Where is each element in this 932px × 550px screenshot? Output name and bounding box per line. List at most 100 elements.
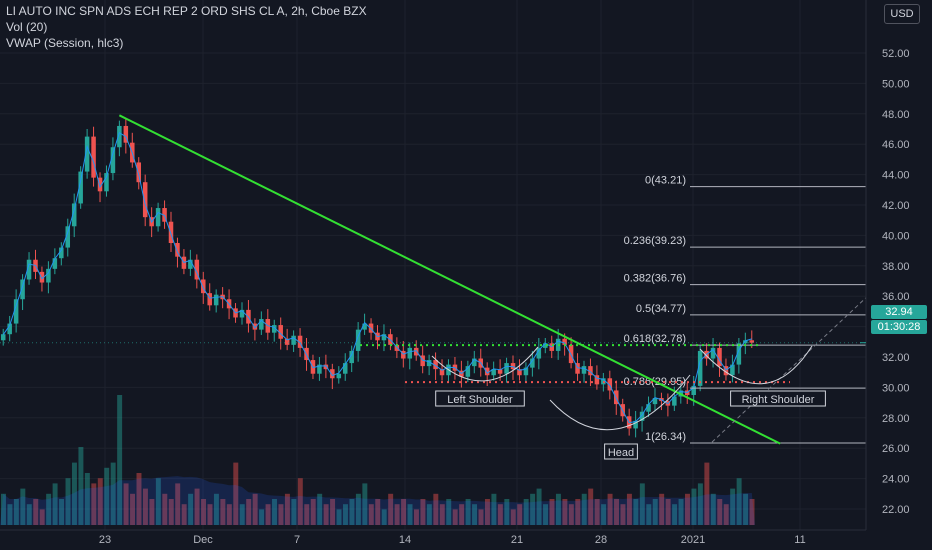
volume-bar — [484, 499, 490, 525]
volume-bar — [104, 467, 110, 525]
volume-bar — [59, 499, 65, 525]
volume-bar — [304, 504, 310, 525]
volume-bar — [697, 483, 703, 525]
candle-body — [52, 258, 58, 269]
volume-bar — [491, 493, 497, 525]
candle-body — [433, 360, 438, 370]
candle-body — [407, 347, 413, 359]
candle-body — [646, 404, 651, 412]
currency-badge[interactable]: USD — [884, 4, 920, 24]
candle-body — [530, 358, 535, 368]
volume-bar — [730, 488, 736, 525]
volume-bar — [568, 504, 574, 525]
volume-bar — [220, 499, 226, 525]
candle-body — [155, 208, 161, 227]
right-shoulder-label-box — [730, 390, 826, 407]
volume-indicator-label[interactable]: Vol (20) — [6, 20, 48, 34]
candle-body — [697, 350, 703, 386]
candle-body — [271, 325, 277, 333]
volume-bar — [691, 488, 697, 525]
candle-body — [330, 369, 335, 379]
downtrend-line — [118, 114, 781, 445]
candle-body — [278, 325, 283, 339]
candle-body — [672, 396, 677, 406]
price-axis-tick: 40.00 — [882, 230, 910, 242]
fib-level-label: 0.618(32.78) — [624, 333, 686, 345]
candle-body — [491, 369, 496, 376]
candle-body — [84, 136, 90, 172]
volume-bar — [65, 478, 71, 525]
candle-body — [349, 350, 354, 364]
candle-body — [91, 136, 96, 178]
volume-bar — [110, 462, 116, 525]
volume-bar — [678, 499, 684, 525]
candle-body — [749, 340, 755, 343]
candle-body — [536, 347, 542, 359]
volume-bar — [388, 493, 394, 525]
volume-bar — [149, 499, 155, 525]
time-axis-tick: 28 — [595, 534, 607, 546]
vwap-line — [2, 131, 752, 424]
volume-bar — [562, 499, 568, 525]
candle-body — [362, 323, 367, 330]
volume-bar — [633, 499, 639, 525]
price-axis-tick: 44.00 — [882, 170, 910, 182]
fib-level-label: 0(43.21) — [645, 175, 686, 187]
candle-body — [188, 259, 193, 269]
time-axis-tick: 2021 — [681, 534, 705, 546]
volume-bar — [459, 504, 465, 525]
volume-bar — [207, 504, 213, 525]
volume-bar — [536, 488, 542, 525]
volume-bar — [310, 499, 316, 525]
candle-body — [562, 338, 567, 345]
right-shoulder-label: Right Shoulder — [742, 394, 815, 406]
volume-bar — [1, 493, 6, 525]
volume-bar — [549, 499, 555, 525]
volume-bar — [272, 499, 277, 525]
price-axis-tick: 48.00 — [882, 109, 910, 121]
candle-body — [743, 340, 748, 344]
volume-bar — [614, 499, 619, 525]
candle-body — [336, 373, 342, 379]
volume-bar — [433, 493, 439, 525]
volume-bar — [575, 499, 581, 525]
candle-body — [110, 147, 116, 174]
candle-body — [201, 279, 206, 294]
volume-bar — [155, 478, 161, 525]
volume-bar — [472, 504, 478, 525]
volume-bar — [52, 483, 58, 525]
vwap-indicator-label[interactable]: VWAP (Session, hlc3) — [6, 36, 124, 50]
time-axis-bg — [0, 530, 932, 550]
candle-body — [123, 125, 129, 143]
fib-level-label: 0.236(39.23) — [624, 235, 686, 247]
candle-body — [207, 293, 212, 306]
volume-bar — [736, 478, 742, 525]
volume-bar — [394, 504, 400, 525]
candle-body — [723, 366, 729, 376]
candle-body — [497, 369, 503, 374]
volume-bar — [717, 499, 723, 525]
volume-bar — [362, 483, 368, 525]
price-axis-tick: 42.00 — [882, 200, 910, 212]
left-shoulder-label-box — [435, 390, 525, 407]
candle-body — [426, 360, 432, 367]
volume-bar — [278, 504, 284, 525]
volume-bar — [601, 504, 607, 525]
candle-body — [472, 358, 477, 367]
volume-bar — [252, 493, 258, 525]
volume-bar — [284, 493, 290, 525]
volume-bar — [117, 395, 123, 525]
candle-body — [691, 385, 696, 395]
price-axis-tick: 50.00 — [882, 78, 910, 90]
candle-body — [381, 334, 387, 341]
volume-bar — [659, 493, 665, 525]
volume-bar — [543, 504, 549, 525]
price-axis-tick: 24.00 — [882, 474, 910, 486]
volume-bar — [743, 493, 749, 525]
candle-body — [194, 259, 200, 280]
volume-bar — [504, 499, 510, 525]
candle-body — [323, 364, 329, 370]
candle-body — [104, 173, 109, 192]
